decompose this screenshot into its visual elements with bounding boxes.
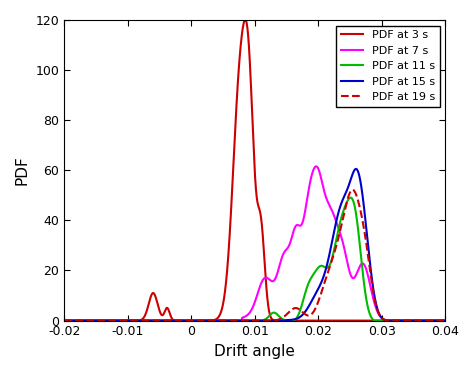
- Legend: PDF at 3 s, PDF at 7 s, PDF at 11 s, PDF at 15 s, PDF at 19 s: PDF at 3 s, PDF at 7 s, PDF at 11 s, PDF…: [336, 25, 439, 107]
- PDF at 3 s: [394, 318, 400, 323]
- PDF at 19 s: [208, 318, 213, 323]
- PDF at 7 s: [435, 318, 440, 323]
- Y-axis label: PDF: PDF: [15, 156, 30, 185]
- Line: PDF at 15 s: PDF at 15 s: [64, 169, 445, 321]
- Line: PDF at 11 s: PDF at 11 s: [64, 197, 445, 321]
- PDF at 15 s: [62, 318, 67, 323]
- PDF at 7 s: [105, 318, 110, 323]
- PDF at 15 s: [105, 318, 110, 323]
- PDF at 15 s: [128, 318, 133, 323]
- PDF at 15 s: [394, 318, 400, 323]
- PDF at 7 s: [128, 318, 133, 323]
- PDF at 11 s: [62, 318, 67, 323]
- PDF at 15 s: [208, 318, 213, 323]
- PDF at 11 s: [348, 195, 354, 200]
- PDF at 3 s: [208, 318, 213, 323]
- PDF at 3 s: [442, 318, 448, 323]
- PDF at 7 s: [394, 318, 400, 323]
- PDF at 19 s: [350, 187, 356, 192]
- PDF at 3 s: [62, 318, 67, 323]
- PDF at 11 s: [208, 318, 213, 323]
- PDF at 11 s: [105, 318, 110, 323]
- PDF at 19 s: [442, 318, 448, 323]
- PDF at 3 s: [435, 318, 440, 323]
- PDF at 3 s: [128, 318, 133, 323]
- PDF at 7 s: [62, 318, 67, 323]
- Line: PDF at 19 s: PDF at 19 s: [64, 190, 445, 321]
- PDF at 11 s: [394, 318, 400, 323]
- PDF at 11 s: [128, 318, 133, 323]
- PDF at 3 s: [242, 17, 248, 22]
- PDF at 3 s: [105, 318, 110, 323]
- PDF at 19 s: [394, 318, 400, 323]
- PDF at 7 s: [224, 318, 229, 323]
- PDF at 19 s: [224, 318, 229, 323]
- PDF at 15 s: [435, 318, 440, 323]
- X-axis label: Drift angle: Drift angle: [214, 344, 295, 359]
- PDF at 7 s: [313, 164, 319, 169]
- PDF at 19 s: [105, 318, 110, 323]
- Line: PDF at 3 s: PDF at 3 s: [64, 19, 445, 321]
- PDF at 15 s: [353, 167, 359, 171]
- PDF at 11 s: [224, 318, 229, 323]
- PDF at 19 s: [62, 318, 67, 323]
- PDF at 7 s: [442, 318, 448, 323]
- PDF at 19 s: [128, 318, 133, 323]
- PDF at 15 s: [224, 318, 229, 323]
- Line: PDF at 7 s: PDF at 7 s: [64, 166, 445, 321]
- PDF at 3 s: [224, 272, 229, 276]
- PDF at 7 s: [208, 318, 213, 323]
- PDF at 15 s: [442, 318, 448, 323]
- PDF at 19 s: [435, 318, 440, 323]
- PDF at 11 s: [435, 318, 440, 323]
- PDF at 11 s: [442, 318, 448, 323]
